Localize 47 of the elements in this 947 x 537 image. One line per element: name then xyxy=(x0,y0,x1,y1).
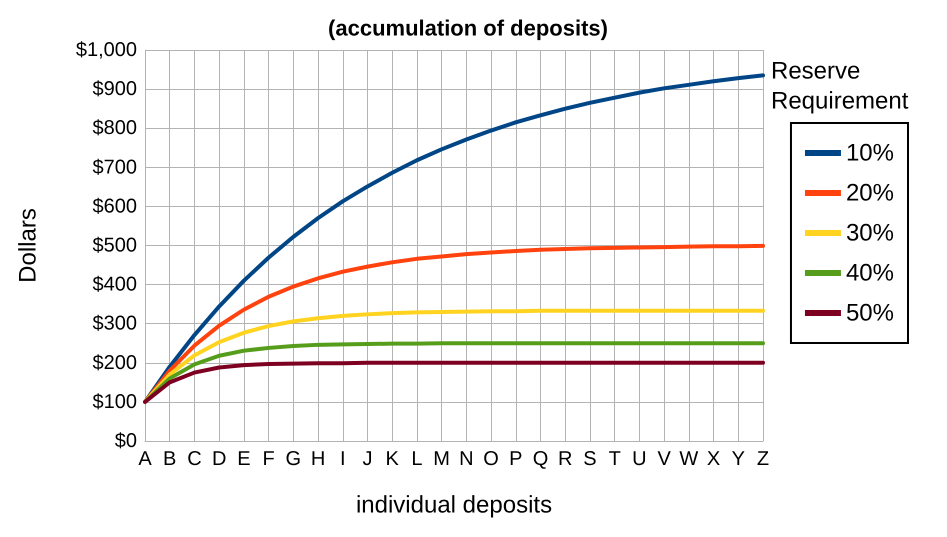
y-tick-label: $700 xyxy=(92,156,137,178)
x-tick-label: N xyxy=(459,448,474,470)
x-tick-label: Q xyxy=(532,448,548,470)
y-tick-label: $200 xyxy=(92,352,137,374)
x-tick-label: K xyxy=(386,448,400,470)
x-tick-label: W xyxy=(679,448,698,470)
x-tick-label: P xyxy=(509,448,522,470)
legend-label: 40% xyxy=(846,260,894,286)
x-tick-label: E xyxy=(237,448,251,470)
y-tick-label: $500 xyxy=(92,234,137,256)
x-tick-label: Z xyxy=(756,448,770,470)
x-tick-label: C xyxy=(187,448,202,470)
x-tick-label: L xyxy=(411,448,422,470)
y-tick-label: $900 xyxy=(92,78,137,100)
x-tick-label: S xyxy=(583,448,597,470)
x-tick-label: G xyxy=(286,448,302,470)
x-tick-label: R xyxy=(558,448,572,470)
x-tick-label: V xyxy=(657,448,672,470)
x-tick-label: T xyxy=(608,448,621,470)
x-tick-label: X xyxy=(706,448,720,470)
legend-label: 50% xyxy=(846,300,894,326)
chart-title: (accumulation of deposits) xyxy=(328,16,608,40)
y-tick-label: $600 xyxy=(92,195,137,218)
y-tick-label: $0 xyxy=(114,430,137,452)
x-tick-label: H xyxy=(310,448,326,470)
y-tick-label: $100 xyxy=(92,390,137,413)
legend-label: 30% xyxy=(846,220,894,246)
y-tick-label: $300 xyxy=(92,312,137,335)
y-tick-label: $400 xyxy=(92,274,137,296)
legend-label: 10% xyxy=(846,140,894,166)
x-tick-label: I xyxy=(340,448,346,470)
line-series xyxy=(143,360,765,404)
x-tick-label: Y xyxy=(732,448,745,470)
y-tick-label: $800 xyxy=(92,117,137,140)
x-tick-label: O xyxy=(483,448,499,470)
x-tick-label: J xyxy=(362,448,372,470)
legend-label: 20% xyxy=(846,180,894,206)
y-tick-label: $1,000 xyxy=(76,39,137,61)
x-tick-label: U xyxy=(632,448,647,470)
x-tick-label: M xyxy=(433,448,450,470)
legend-title: Reserve Requirement xyxy=(771,58,909,114)
x-axis-title: individual deposits xyxy=(356,492,552,518)
y-axis-title: Dollars xyxy=(14,208,42,283)
x-tick-label: A xyxy=(138,448,152,470)
x-tick-label: D xyxy=(212,448,226,470)
x-tick-label: F xyxy=(262,448,275,470)
x-tick-label: B xyxy=(163,448,176,470)
